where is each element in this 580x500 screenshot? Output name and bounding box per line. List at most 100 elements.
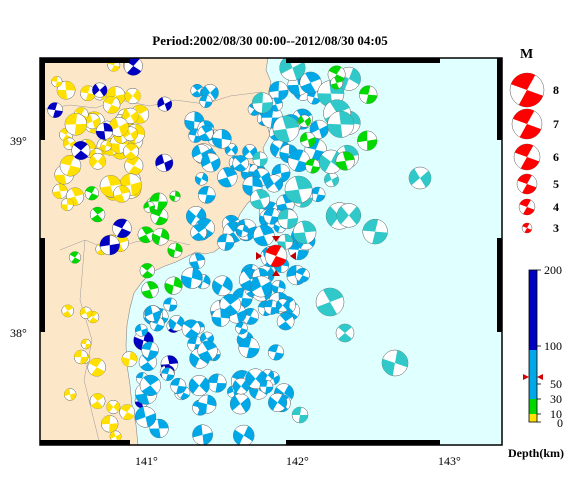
event-7-20 <box>284 175 313 204</box>
event-7-16 <box>252 151 268 167</box>
lon-tick-142: 142° <box>286 454 309 468</box>
map-title: Period:2002/08/30 00:00--2012/08/30 04:0… <box>152 33 388 48</box>
offshore-event-2 <box>408 166 432 190</box>
depth-marker-right-icon <box>537 374 543 380</box>
event-7-7 <box>249 189 271 210</box>
highlighted-event[interactable] <box>256 236 296 276</box>
event-2-0 <box>63 388 77 401</box>
event-5-57 <box>236 224 250 238</box>
magnitude-legend: 8 7 6 5 4 3 <box>509 72 559 235</box>
event-6-36 <box>232 377 250 395</box>
event-6-12 <box>163 297 178 312</box>
event-8-3 <box>330 76 344 90</box>
map-frame-ticks <box>40 58 502 445</box>
event-3-7 <box>95 122 113 140</box>
magnitude-legend-header: M <box>520 47 533 62</box>
event-1-4 <box>100 140 112 152</box>
event-1-1 <box>89 153 107 170</box>
event-8-1 <box>305 158 321 174</box>
depth-band-100-200 <box>529 270 537 350</box>
depth-band-30-100 <box>529 350 537 399</box>
event-5-32 <box>201 84 219 102</box>
event-4-11 <box>169 190 181 202</box>
lat-tick-39: 39° <box>10 134 27 148</box>
event-6-54 <box>144 305 162 322</box>
event-6-48 <box>268 392 288 413</box>
depth-marker-left-icon <box>523 374 529 380</box>
event-6-53 <box>197 394 217 414</box>
event-3-1 <box>92 82 108 98</box>
event-7-10 <box>277 233 294 250</box>
event-4-10 <box>143 201 155 213</box>
event-8-4 <box>335 151 355 171</box>
depth-tick-10: 10 <box>550 407 562 421</box>
event-0-0 <box>52 183 68 199</box>
event-5-14 <box>212 275 233 297</box>
event-5-79 <box>199 94 213 108</box>
magnitude-ball-6 <box>513 143 541 171</box>
event-5-75 <box>190 224 208 241</box>
magnitude-ball-3 <box>521 222 533 234</box>
depth-tick-30: 30 <box>550 392 562 406</box>
depth-tick-50: 50 <box>550 377 562 391</box>
event-6-11 <box>168 315 185 332</box>
depth-tick-100: 100 <box>544 339 562 353</box>
event-2-5 <box>61 304 75 318</box>
offshore-event-4 <box>335 323 355 343</box>
event-5-73 <box>197 186 216 204</box>
event-6-37 <box>134 406 157 428</box>
highlighted-event-ball <box>264 244 288 268</box>
event-0-40 <box>108 116 129 137</box>
offshore-event-1 <box>381 349 409 377</box>
event-1-3 <box>60 198 74 211</box>
event-6-35 <box>134 323 148 337</box>
event-3-9 <box>157 96 173 112</box>
event-2-12 <box>89 393 106 409</box>
lon-tick-141: 141° <box>135 454 158 468</box>
event-2-1 <box>121 351 138 368</box>
event-3-5 <box>112 218 132 239</box>
event-6-49 <box>139 374 161 397</box>
event-6-13 <box>276 312 295 331</box>
event-4-2 <box>139 263 155 279</box>
event-5-92 <box>250 275 273 298</box>
event-7-12 <box>277 208 298 230</box>
event-5-31 <box>232 155 249 172</box>
event-4-12 <box>164 276 183 295</box>
event-5-23 <box>295 267 310 283</box>
magnitude-label-4: 4 <box>553 200 559 214</box>
event-2-3 <box>109 430 122 443</box>
event-8-7 <box>359 85 378 104</box>
event-6-32 <box>207 373 227 393</box>
depth-tick-0: 0 <box>557 416 563 430</box>
event-7-13 <box>279 58 306 81</box>
event-5-81 <box>211 129 232 149</box>
event-0-12 <box>124 87 141 105</box>
event-6-44 <box>263 299 280 315</box>
offshore-event-0 <box>315 287 345 317</box>
magnitude-ball-7 <box>511 108 543 140</box>
offshore-event-3 <box>291 406 309 424</box>
depth-legend-label: Depth(km) <box>508 446 564 460</box>
event-6-38 <box>181 319 201 339</box>
event-6-45 <box>211 308 230 327</box>
event-5-45 <box>268 81 289 101</box>
event-5-66 <box>217 167 238 188</box>
event-7-5 <box>272 115 300 143</box>
event-2-13 <box>101 415 119 433</box>
event-3-0 <box>99 235 120 256</box>
event-4-8 <box>151 228 170 246</box>
event-5-78 <box>217 233 235 251</box>
event-3-10 <box>47 102 64 118</box>
event-6-31 <box>141 341 159 359</box>
magnitude-ball-5 <box>516 173 538 195</box>
earthquake-events <box>47 58 432 445</box>
magnitude-ball-8 <box>509 72 545 108</box>
event-8-0 <box>299 131 316 148</box>
event-6-23 <box>161 367 175 381</box>
event-6-14 <box>149 418 169 439</box>
lat-tick-38: 38° <box>10 326 27 340</box>
event-6-28 <box>235 321 248 335</box>
event-5-63 <box>310 186 326 203</box>
